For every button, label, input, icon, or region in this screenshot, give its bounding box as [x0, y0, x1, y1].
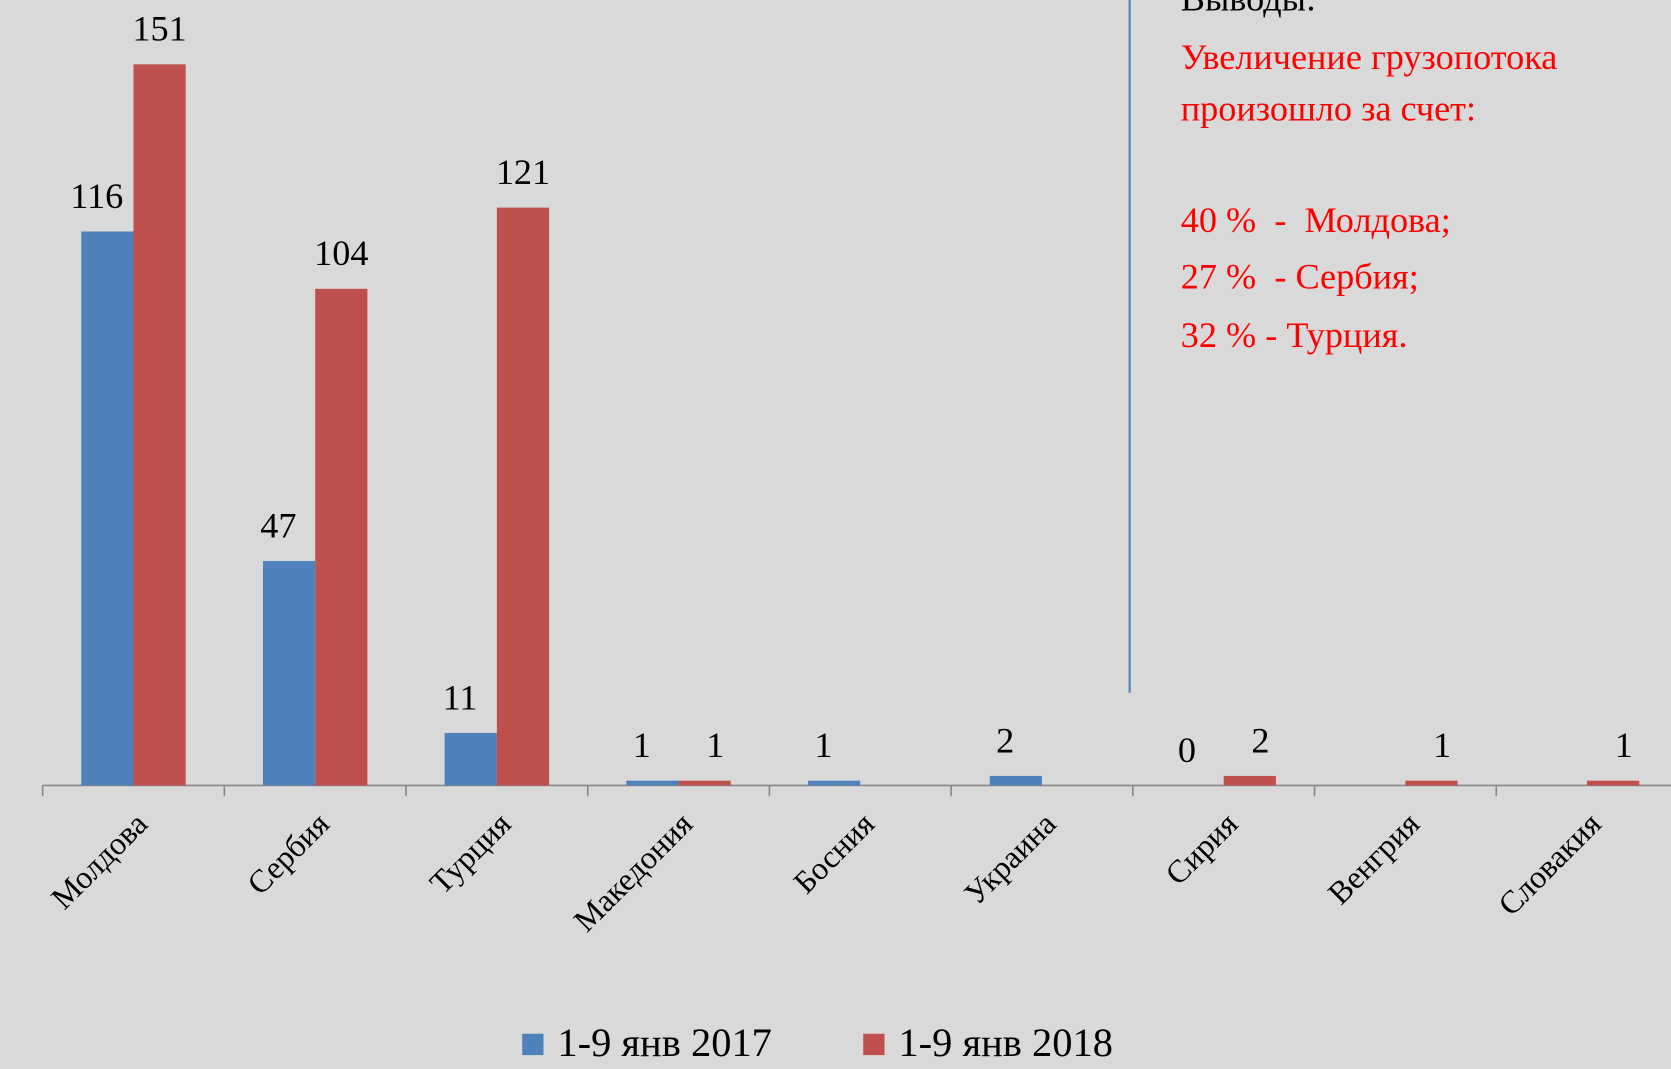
- annotation: Увеличение грузопотока: [1181, 37, 1558, 77]
- data-label: 151: [132, 9, 186, 49]
- bar: [133, 64, 186, 786]
- bar: [444, 732, 497, 786]
- bar: [496, 207, 550, 786]
- data-label: 0: [1178, 730, 1196, 770]
- bar: [678, 780, 731, 786]
- legend-swatch: [863, 1033, 885, 1056]
- annotation: 32 % - Турция.: [1181, 315, 1408, 355]
- bar: [315, 288, 368, 786]
- data-label: 2: [1251, 720, 1269, 760]
- data-label: 1: [1433, 725, 1451, 765]
- annotation: произошло за счет:: [1181, 88, 1476, 128]
- bar: [1587, 780, 1640, 786]
- bar: [262, 561, 316, 786]
- legend-label: 1-9 янв 2017: [557, 1020, 772, 1065]
- annotation: 40 % - Молдова;: [1181, 200, 1451, 240]
- data-label: 2: [996, 720, 1014, 760]
- data-label: 121: [496, 152, 550, 192]
- bar: [81, 231, 134, 786]
- bar: [626, 780, 679, 786]
- data-label: 104: [314, 233, 368, 273]
- annotation-title: Выводы:: [1181, 0, 1316, 19]
- data-label: 11: [443, 677, 478, 717]
- data-label: 1: [706, 725, 724, 765]
- bar: [989, 775, 1042, 786]
- legend-label: 1-9 янв 2018: [898, 1020, 1113, 1065]
- data-label: 1: [633, 725, 651, 765]
- data-label: 1: [814, 725, 832, 765]
- bar: [808, 780, 861, 786]
- data-label: 1: [1615, 725, 1633, 765]
- annotation: 27 % - Сербия;: [1181, 257, 1419, 297]
- legend-swatch: [522, 1033, 544, 1056]
- bar: [1405, 780, 1458, 786]
- bar: [1223, 775, 1276, 786]
- data-label: 116: [70, 176, 123, 216]
- data-label: 47: [260, 505, 296, 545]
